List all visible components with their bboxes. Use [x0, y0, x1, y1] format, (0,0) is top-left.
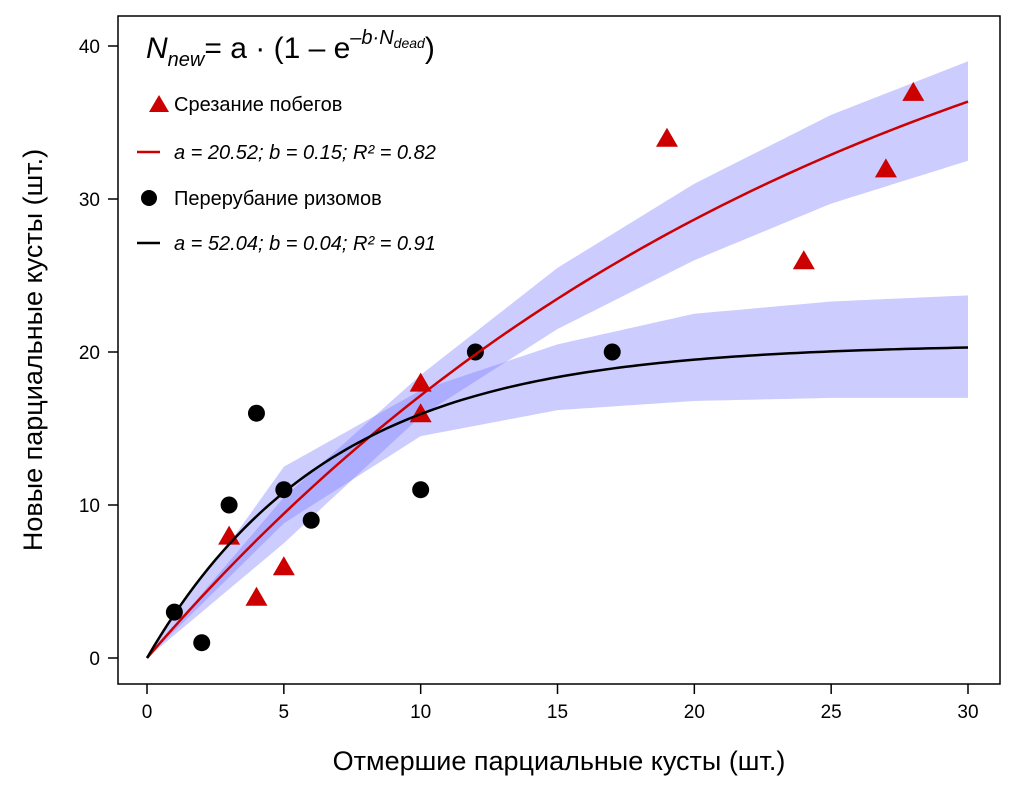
circle-point — [275, 481, 293, 499]
legend-label-1: a = 20.52; b = 0.15; R² = 0.82 — [174, 142, 436, 164]
fit-curve-0 — [146, 100, 969, 659]
svg-text:Nnew= a · (1 – e–b·Ndead): Nnew= a · (1 – e–b·Ndead) — [146, 27, 435, 71]
triangle-point — [902, 81, 925, 101]
x-tick-label: 25 — [821, 702, 842, 723]
x-tick-label: 0 — [142, 702, 153, 723]
fit-curve-1 — [145, 346, 969, 659]
circle-point — [603, 343, 621, 361]
y-tick-label: 40 — [79, 37, 100, 58]
legend-label-2: Перерубание ризомов — [174, 188, 382, 210]
legend-triangle-icon — [149, 95, 169, 112]
x-tick-label: 20 — [684, 702, 705, 723]
x-tick-label: 10 — [410, 702, 431, 723]
legend-label-0: Срезание побегов — [174, 94, 342, 116]
triangle-point — [655, 127, 678, 147]
x-tick-label: 30 — [957, 702, 978, 723]
triangle-point — [245, 586, 268, 606]
confidence-band-0 — [147, 61, 968, 659]
x-axis-label: Отмершие парциальные кусты (шт.) — [333, 746, 786, 776]
triangle-point — [409, 372, 432, 392]
circle-point — [412, 481, 430, 499]
y-tick-label: 30 — [79, 190, 100, 211]
formula: Nnew= a · (1 – e–b·Ndead) — [146, 27, 435, 71]
triangle-point — [272, 556, 295, 576]
triangle-point — [792, 250, 815, 270]
legend: Срезание побегов a = 20.52; b = 0.15; R²… — [137, 94, 436, 255]
triangle-point — [874, 158, 897, 178]
y-axis-label: Новые парциальные кусты (шт.) — [18, 149, 48, 551]
circle-point — [302, 511, 320, 529]
legend-circle-icon — [141, 190, 157, 206]
y-tick-label: 0 — [89, 649, 100, 670]
confidence-band-1 — [147, 295, 968, 658]
x-tick-label: 5 — [279, 702, 290, 723]
x-tick-label: 15 — [547, 702, 568, 723]
y-tick-label: 20 — [79, 343, 100, 364]
circle-point — [220, 496, 238, 514]
circle-point — [247, 404, 265, 422]
plot-frame — [117, 15, 1001, 685]
legend-label-3: a = 52.04; b = 0.04; R² = 0.91 — [174, 233, 436, 255]
circle-point — [193, 634, 211, 652]
y-tick-label: 10 — [79, 496, 100, 517]
